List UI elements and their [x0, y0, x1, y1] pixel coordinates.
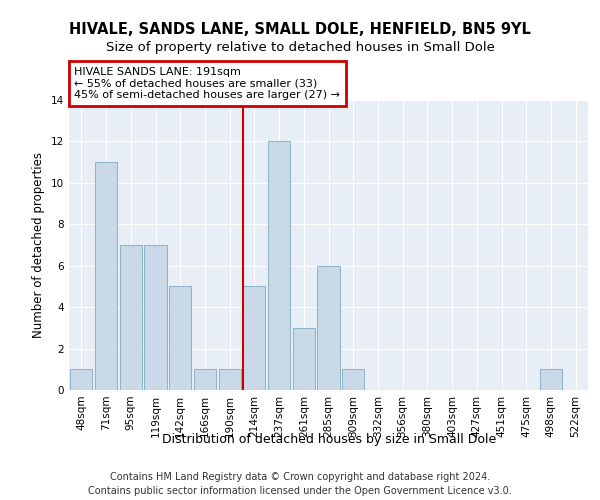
- Bar: [268, 142, 290, 390]
- Bar: [317, 266, 340, 390]
- Text: Contains public sector information licensed under the Open Government Licence v3: Contains public sector information licen…: [88, 486, 512, 496]
- Bar: [342, 370, 364, 390]
- Bar: [70, 370, 92, 390]
- Bar: [218, 370, 241, 390]
- Text: HIVALE, SANDS LANE, SMALL DOLE, HENFIELD, BN5 9YL: HIVALE, SANDS LANE, SMALL DOLE, HENFIELD…: [69, 22, 531, 38]
- Bar: [243, 286, 265, 390]
- Bar: [145, 245, 167, 390]
- Text: Distribution of detached houses by size in Small Dole: Distribution of detached houses by size …: [161, 432, 496, 446]
- Y-axis label: Number of detached properties: Number of detached properties: [32, 152, 46, 338]
- Bar: [194, 370, 216, 390]
- Bar: [95, 162, 117, 390]
- Text: Contains HM Land Registry data © Crown copyright and database right 2024.: Contains HM Land Registry data © Crown c…: [110, 472, 490, 482]
- Bar: [169, 286, 191, 390]
- Text: HIVALE SANDS LANE: 191sqm
← 55% of detached houses are smaller (33)
45% of semi-: HIVALE SANDS LANE: 191sqm ← 55% of detac…: [74, 67, 340, 100]
- Text: Size of property relative to detached houses in Small Dole: Size of property relative to detached ho…: [106, 41, 494, 54]
- Bar: [540, 370, 562, 390]
- Bar: [293, 328, 315, 390]
- Bar: [119, 245, 142, 390]
